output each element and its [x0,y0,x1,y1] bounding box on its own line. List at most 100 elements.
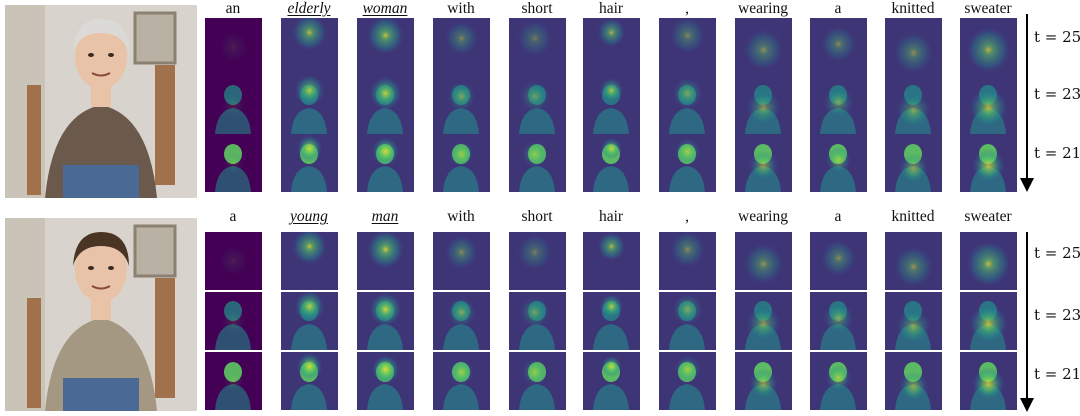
attention-map-cell [810,18,867,76]
token-label: with [447,0,475,17]
attention-map-cell [357,134,414,192]
attention-map-cell [357,352,414,410]
token-label: wearing [738,0,788,17]
attention-map-cell [509,76,566,134]
attention-map-cell [960,352,1017,410]
attention-map-cell [659,76,716,134]
figure-panel-young: a young man with short hair, wearing a knitted sw… [0,208,1080,416]
token-label: man [371,208,399,225]
token-label: sweater [964,0,1012,17]
attention-map-cell [509,292,566,350]
attention-map-cell [357,232,414,290]
attention-map-cell [205,18,262,76]
attention-map-cell [281,76,338,134]
attention-map-cell [281,352,338,410]
attention-map-cell [735,292,792,350]
attention-map-cell [810,76,867,134]
attention-map-cell [205,76,262,134]
attention-map-cell [205,292,262,350]
token-label: , [685,0,689,17]
timestep-arrow-icon [1020,14,1034,192]
attention-map-cell [509,232,566,290]
token-label: sweater [964,208,1012,225]
attention-map-cell [205,134,262,192]
token-label: knitted [891,208,935,225]
attention-map-cell [885,232,942,290]
attention-map-cell [810,134,867,192]
token-label: elderly [287,0,331,17]
attention-map-cell [659,232,716,290]
token-label: woman [362,0,408,17]
attention-map-cell [960,232,1017,290]
attention-map-cell [357,292,414,350]
attention-map-cell [885,352,942,410]
timestep-label: t = 23 [1034,85,1080,103]
timestep-label: t = 21 [1034,365,1080,383]
attention-map-cell [735,134,792,192]
figure-panel-elderly: an elderly woman with short hair, wearing a knit… [0,0,1080,208]
attention-map-cell [659,18,716,76]
attention-map-cell [885,18,942,76]
attention-map-cell [810,232,867,290]
attention-map-cell [885,76,942,134]
attention-map-cell [433,134,490,192]
attention-map-cell [583,292,640,350]
attention-map-cell [659,134,716,192]
attention-map-cell [960,134,1017,192]
attention-map-cell [960,76,1017,134]
timestep-label: t = 25 [1034,244,1080,262]
attention-map-cell [281,292,338,350]
attention-map-cell [659,352,716,410]
token-label: a [834,208,842,225]
attention-map-cell [281,134,338,192]
attention-map-cell [885,292,942,350]
attention-map-cell [735,352,792,410]
token-label: a [834,0,842,17]
attention-map-cell [357,76,414,134]
timestep-label: t = 25 [1034,28,1080,46]
attention-map-cell [735,76,792,134]
token-label: short [521,208,553,225]
token-label: wearing [738,208,788,225]
attention-map-cell [885,134,942,192]
attention-map-cell [433,232,490,290]
attention-map-cell [205,232,262,290]
young-man-portrait [5,218,197,411]
attention-map-cell [433,18,490,76]
attention-map-cell [509,134,566,192]
token-label: an [225,0,241,17]
attention-map-cell [433,352,490,410]
attention-map-cell [735,232,792,290]
attention-map-cell [735,18,792,76]
attention-map-cell [583,232,640,290]
token-label: a [229,208,237,225]
attention-map-cell [433,292,490,350]
elderly-woman-portrait [5,5,197,198]
token-label: short [521,0,553,17]
token-label: young [290,208,328,225]
attention-map-cell [357,18,414,76]
timestep-label: t = 23 [1034,306,1080,324]
token-label: hair [598,208,624,225]
timestep-arrow-icon [1020,232,1034,412]
token-label: knitted [891,0,935,17]
attention-map-cell [509,18,566,76]
token-label: with [447,208,475,225]
attention-map-cell [509,352,566,410]
token-label: hair [598,0,624,17]
token-label: , [685,208,689,225]
attention-map-cell [583,352,640,410]
attention-map-cell [583,76,640,134]
attention-map-cell [205,352,262,410]
timestep-label: t = 21 [1034,144,1080,162]
attention-map-cell [281,18,338,76]
attention-map-cell [960,292,1017,350]
attention-map-cell [960,18,1017,76]
attention-map-cell [583,134,640,192]
attention-map-cell [810,352,867,410]
attention-map-cell [583,18,640,76]
attention-map-cell [281,232,338,290]
attention-map-cell [433,76,490,134]
attention-map-cell [810,292,867,350]
attention-map-cell [659,292,716,350]
